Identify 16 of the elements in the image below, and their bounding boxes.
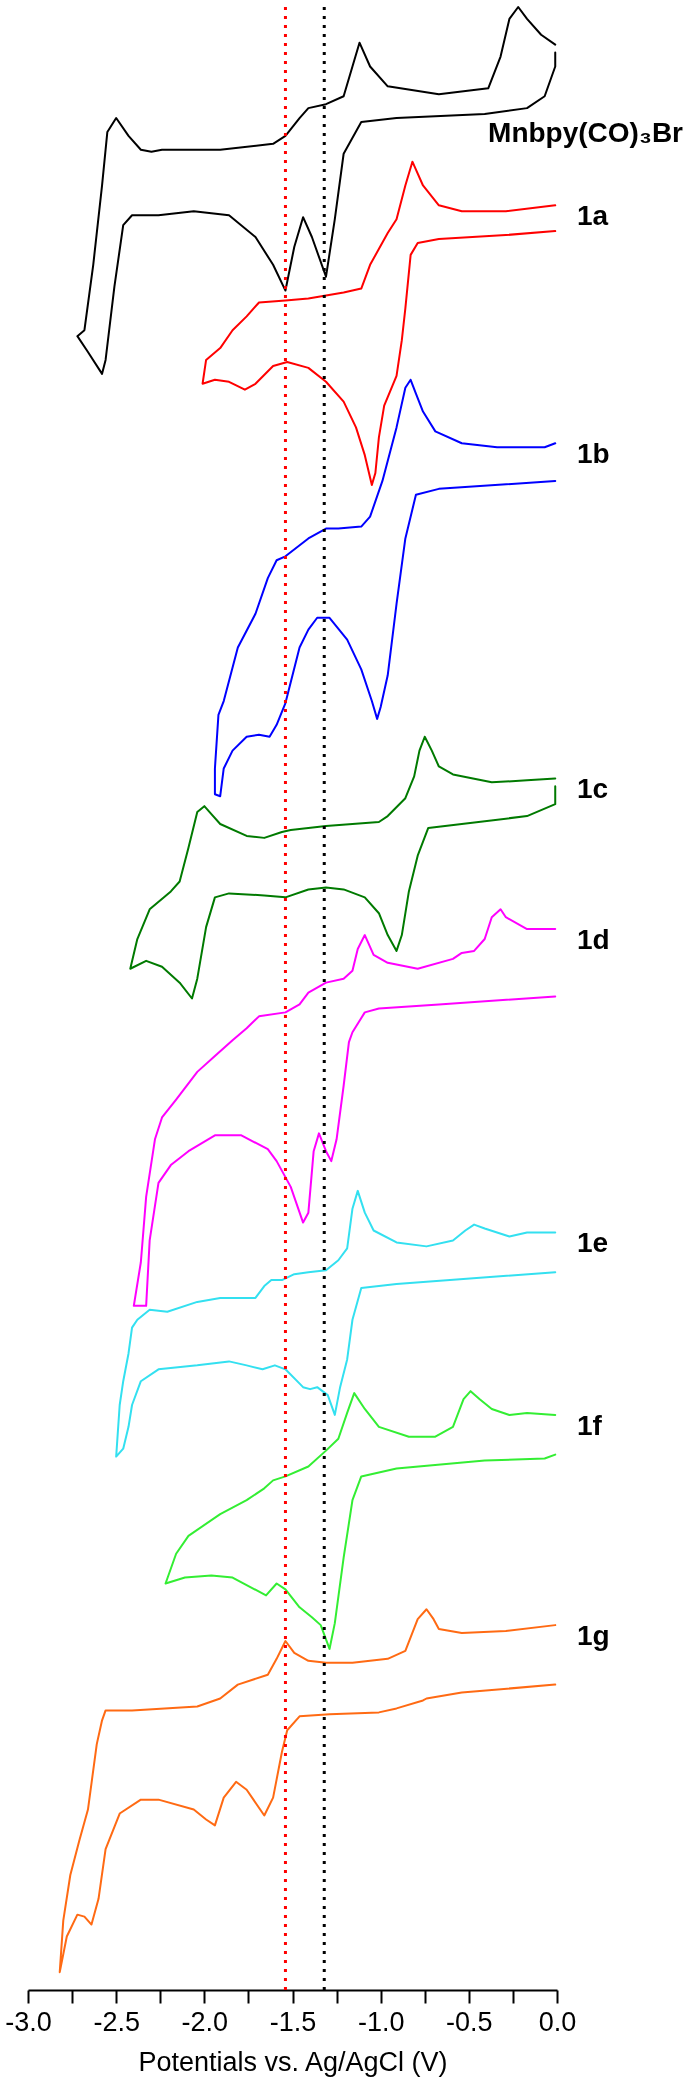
x-tick-label: -2.0 — [181, 2006, 229, 2037]
series-label: 1e — [576, 1227, 609, 1259]
series-label: 1g — [576, 1620, 610, 1652]
series-label: Mnbpy(CO)₃Br — [488, 117, 684, 149]
x-tick-label: -1.5 — [269, 2006, 317, 2037]
x-tick-label: -0.5 — [446, 2006, 493, 2037]
series-label: 1d — [576, 924, 610, 956]
x-tick-label: -3.0 — [5, 2006, 52, 2037]
x-tick-label: -2.5 — [93, 2006, 140, 2037]
x-tick-label: -1.0 — [357, 2006, 405, 2037]
series-label: 1a — [576, 200, 609, 232]
series-label: 1b — [576, 438, 610, 470]
series-label: 1c — [576, 773, 609, 805]
x-tick-label: 0.0 — [538, 2006, 577, 2037]
x-axis-title: Potentials vs. Ag/AgCl (V) — [138, 2046, 448, 2077]
series-label: 1f — [576, 1409, 603, 1441]
